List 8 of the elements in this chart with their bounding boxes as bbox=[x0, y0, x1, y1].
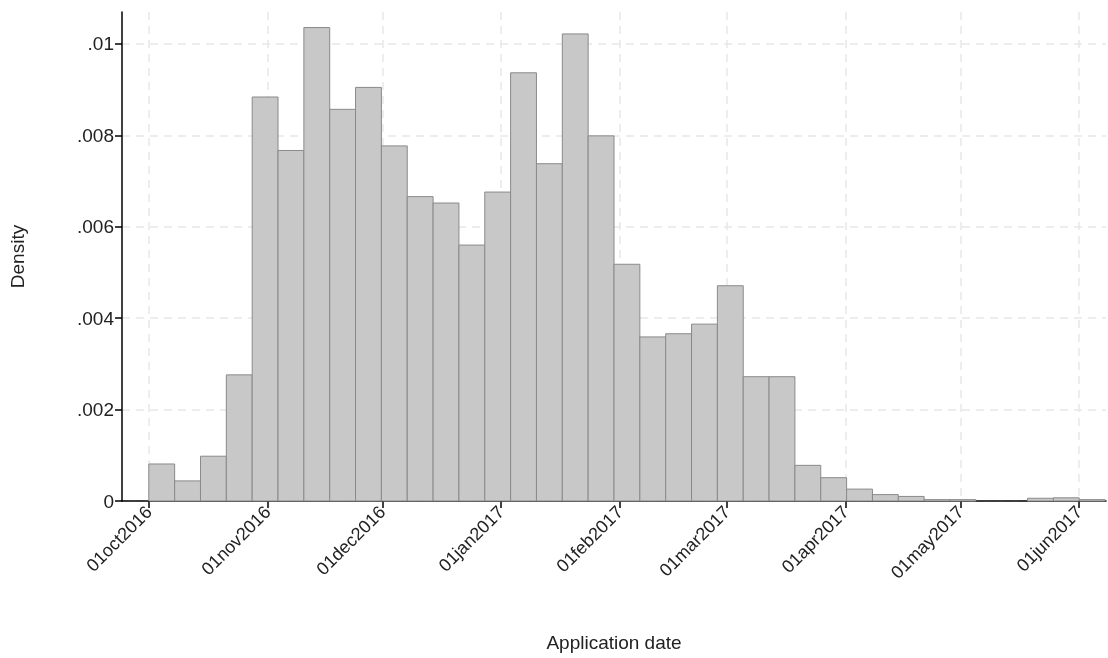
x-axis-title: Application date bbox=[546, 632, 682, 653]
y-tick-label: .006 bbox=[77, 216, 114, 238]
y-axis-title: Density bbox=[7, 224, 28, 289]
y-tick-label: .004 bbox=[77, 307, 115, 329]
y-tick-label: .002 bbox=[77, 399, 114, 421]
y-tick-label: .008 bbox=[77, 124, 114, 146]
y-tick-label: .01 bbox=[87, 33, 114, 55]
y-tick-label: 0 bbox=[103, 490, 114, 512]
